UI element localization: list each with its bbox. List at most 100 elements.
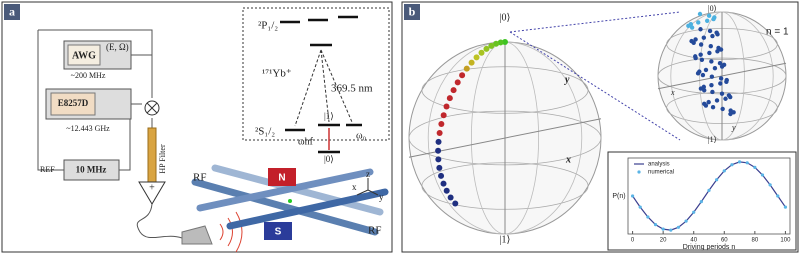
numerical-point: [707, 188, 711, 192]
south-label: S: [275, 227, 282, 238]
trajectory-point: [701, 35, 707, 40]
x-tick-label: 60: [721, 238, 728, 244]
trajectory-point: [443, 187, 450, 194]
trajectory-point: [720, 106, 725, 112]
numerical-point: [630, 194, 635, 198]
trajectory-point: [698, 86, 704, 91]
panel-label-box: [404, 4, 420, 20]
trajectory-point: [706, 13, 712, 18]
trajectory-point: [452, 200, 459, 207]
trajectory-point: [435, 156, 442, 163]
trajectory-point: [711, 16, 716, 22]
trajectory-point: [718, 76, 724, 81]
trajectory-point: [443, 103, 450, 110]
trajectory-point: [710, 105, 716, 110]
numerical-point: [745, 161, 749, 165]
magnet-north: [268, 168, 296, 186]
clock-label: 10 MHz: [76, 165, 107, 175]
axis-x: x: [565, 154, 571, 165]
numerical-point: [653, 223, 658, 227]
filter-label: HP Filter: [158, 144, 167, 174]
bloch-sphere: [408, 39, 602, 235]
numerical-point: [730, 163, 734, 167]
trajectory-point: [686, 23, 691, 29]
numerical-point: [692, 210, 696, 214]
y-axis-label: P(n): [612, 193, 625, 200]
trajectory-point: [693, 55, 698, 61]
trajectory-point: [728, 94, 733, 100]
wavelength: 369.5 nm: [331, 83, 373, 95]
numerical-point: [768, 183, 772, 187]
transitions: [294, 49, 353, 127]
x-axis-label: Driving periods n: [683, 244, 736, 251]
ket-one: |1⟩: [500, 234, 511, 245]
trajectory-point: [724, 79, 729, 84]
trajectory-point: [436, 129, 443, 136]
legend-label: analysis: [648, 162, 670, 168]
omega-0: ω₀: [356, 130, 367, 141]
trajectory-point: [712, 66, 718, 71]
x-tick-label: 0: [631, 238, 635, 244]
trajectory-point: [497, 39, 504, 46]
synth-label: E8257D: [58, 98, 89, 108]
levels: [280, 15, 362, 154]
awg-label: AWG: [72, 50, 96, 61]
trajectory-point: [709, 82, 714, 88]
trajectory-point: [468, 59, 475, 66]
s-level: ²S₁/₂: [255, 126, 275, 138]
numerical-point: [776, 194, 780, 198]
amplifier: [138, 181, 166, 205]
numerical-point: [684, 219, 688, 223]
trajectory-point: [698, 52, 703, 57]
numerical-point: [760, 173, 765, 177]
rf-left: RF: [193, 172, 206, 184]
trajectory-point: [450, 87, 457, 94]
trajectory-point: [463, 65, 470, 72]
axis-x: x: [352, 182, 357, 192]
x-tick-label: 100: [780, 238, 791, 244]
numerical-point: [661, 227, 665, 231]
trajectory-point: [718, 81, 723, 86]
synth-inner: [50, 92, 96, 116]
isotope: ¹⁷¹Yb⁺: [262, 68, 292, 80]
trajectory-point: [502, 39, 508, 45]
legend-label: numerical: [648, 170, 674, 176]
trajectory-point: [715, 32, 720, 37]
rf-right: RF: [368, 225, 381, 237]
magnet-south: [264, 222, 292, 240]
trajectory-point: [704, 18, 710, 23]
trajectory-point: [493, 40, 500, 47]
trajectory-point: [703, 103, 709, 108]
north-label: N: [278, 173, 285, 184]
trajectory-point: [719, 64, 725, 69]
wiring: [37, 29, 153, 190]
plot-area: [627, 157, 791, 235]
trajectory-point: [483, 45, 490, 52]
x-tick-label: 40: [690, 238, 697, 244]
axis-z: z: [366, 169, 370, 179]
awg-inner: [67, 44, 101, 66]
trajectory-point: [473, 54, 480, 61]
trajectory-point: [706, 99, 711, 105]
numerical-point: [753, 165, 757, 169]
trajectory-point: [438, 121, 445, 128]
trajectory-point: [714, 98, 720, 103]
inset-chart: 0 20 40 60 80 100 Driving periods n P(n) analysi…: [612, 157, 791, 251]
trajectory-point: [717, 60, 723, 66]
legend-swatch: [637, 170, 641, 174]
trajectory-point: [435, 147, 442, 154]
amplifier-label: +: [149, 182, 155, 193]
trajectory-point: [459, 72, 466, 79]
numerical-point: [638, 205, 642, 209]
panel-label: a: [9, 4, 15, 18]
trajectory-point: [691, 40, 696, 46]
trajectory-point: [719, 91, 725, 96]
trajectory-point: [438, 172, 445, 179]
rod: [191, 178, 379, 236]
numerical-point: [737, 160, 742, 164]
numerical-point: [783, 205, 788, 209]
omega-hf: ωhf: [298, 136, 314, 147]
ket-one: |1⟩: [324, 111, 334, 121]
axis-y: y: [564, 74, 570, 85]
axis-y: y: [379, 192, 384, 202]
